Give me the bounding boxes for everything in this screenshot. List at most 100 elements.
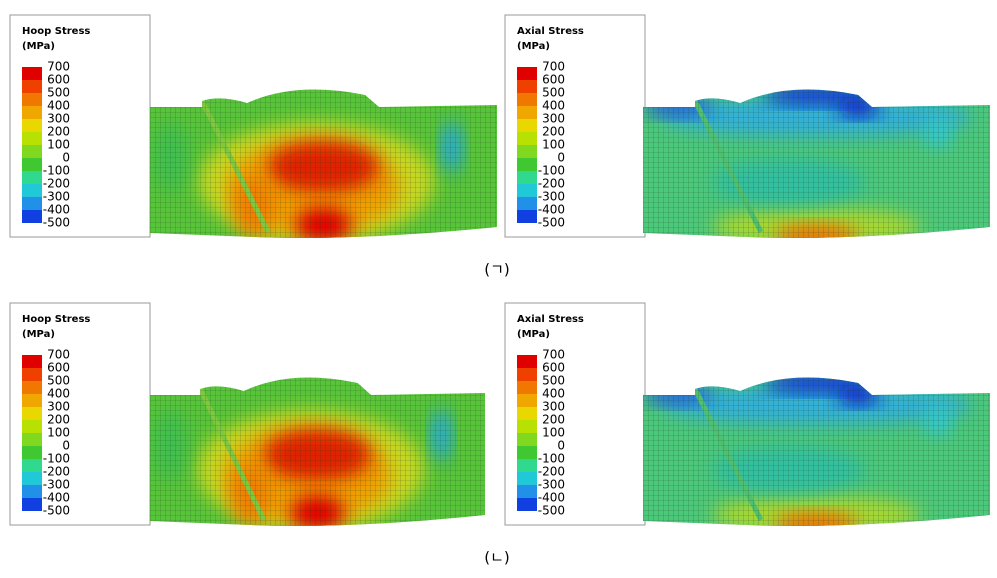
legend-label: -300	[538, 478, 565, 492]
legend-title: Axial Stress	[517, 314, 584, 325]
legend-color	[517, 197, 537, 210]
contour-plot	[150, 377, 485, 526]
legend-label: -200	[43, 177, 70, 191]
legend-label: -300	[538, 190, 565, 204]
legend-color	[22, 355, 42, 368]
legend-color	[517, 485, 537, 498]
legend-color	[517, 407, 537, 420]
legend-color	[22, 184, 42, 197]
legend-label: 100	[47, 426, 70, 440]
legend-color	[22, 145, 42, 158]
legend-label: 500	[47, 86, 70, 100]
panel: Hoop Stress (MPa) 7006005004003002001000-1…	[9, 302, 485, 526]
legend-label: 500	[542, 86, 565, 100]
legend-label: 400	[542, 99, 565, 113]
legend-color	[517, 93, 537, 106]
legend-color	[517, 459, 537, 472]
legend-color	[517, 106, 537, 119]
legend-label: -200	[538, 177, 565, 191]
legend-unit: (MPa)	[517, 329, 550, 340]
legend-unit: (MPa)	[22, 329, 55, 340]
legend-label: -200	[538, 465, 565, 479]
legend-color	[517, 132, 537, 145]
legend-label: 0	[557, 439, 565, 453]
legend-label: -500	[43, 216, 70, 230]
legend-color	[22, 498, 42, 511]
legend-label: 100	[47, 138, 70, 152]
legend-label: -100	[43, 452, 70, 466]
legend-color	[517, 145, 537, 158]
legend-label: 400	[542, 387, 565, 401]
legend-label: 600	[542, 361, 565, 375]
legend-label: -100	[538, 164, 565, 178]
legend-color	[22, 197, 42, 210]
contour-fields	[643, 377, 990, 526]
legend-color	[22, 433, 42, 446]
legend-color	[517, 67, 537, 80]
legend-label: -300	[43, 478, 70, 492]
legend-label: -200	[43, 465, 70, 479]
legend-title: Hoop Stress	[22, 26, 90, 37]
legend-color	[22, 158, 42, 171]
panel: Hoop Stress (MPa) 7006005004003002001000-1…	[9, 14, 497, 238]
contour-fields	[643, 89, 990, 238]
legend-label: 0	[62, 151, 70, 165]
legend-color	[22, 80, 42, 93]
legend-color	[517, 158, 537, 171]
mesh-grid	[150, 89, 497, 238]
legend-color	[517, 119, 537, 132]
legend-color	[22, 119, 42, 132]
legend-color	[22, 132, 42, 145]
legend-label: 700	[47, 348, 70, 362]
contour-plot	[643, 89, 990, 238]
legend-color	[22, 67, 42, 80]
legend-label: 700	[542, 348, 565, 362]
legend-color	[22, 210, 42, 223]
legend-label: 200	[47, 125, 70, 139]
legend-color	[517, 368, 537, 381]
legend-label: -100	[43, 164, 70, 178]
contour-fields	[150, 89, 497, 238]
legend-label: 300	[47, 400, 70, 414]
legend-color	[517, 433, 537, 446]
legend-color	[22, 93, 42, 106]
legend-color	[517, 446, 537, 459]
legend-color	[517, 171, 537, 184]
contour-fields	[150, 377, 485, 526]
legend-label: 100	[542, 138, 565, 152]
legend-label: -400	[538, 203, 565, 217]
legend-color	[22, 106, 42, 119]
legend-label: 700	[542, 60, 565, 74]
legend-color	[517, 498, 537, 511]
panel: Axial Stress(MPa)7006005004003002001000-…	[504, 302, 990, 526]
legend-label: 600	[542, 73, 565, 87]
legend-color	[517, 394, 537, 407]
legend-color	[22, 446, 42, 459]
legend-label: 300	[47, 112, 70, 126]
legend-label: -400	[43, 203, 70, 217]
legend-color	[517, 355, 537, 368]
legend-color	[22, 407, 42, 420]
legend-label: 0	[62, 439, 70, 453]
legend-label: 200	[47, 413, 70, 427]
legend-color	[517, 80, 537, 93]
legend-label: 0	[557, 151, 565, 165]
legend-label: 400	[47, 387, 70, 401]
legend-label: 300	[542, 400, 565, 414]
legend-color	[22, 381, 42, 394]
legend-label: 700	[47, 60, 70, 74]
legend-color	[22, 485, 42, 498]
mesh-grid	[643, 89, 990, 238]
contour-plot	[643, 377, 990, 526]
legend-label: -100	[538, 452, 565, 466]
legend-label: 600	[47, 73, 70, 87]
panel: Axial Stress(MPa)7006005004003002001000-…	[504, 14, 990, 238]
legend-color	[22, 394, 42, 407]
legend-label: 500	[47, 374, 70, 388]
legend-color	[517, 184, 537, 197]
legend-label: 100	[542, 426, 565, 440]
legend-color	[22, 368, 42, 381]
legend-color	[517, 472, 537, 485]
legend-unit: (MPa)	[517, 41, 550, 52]
